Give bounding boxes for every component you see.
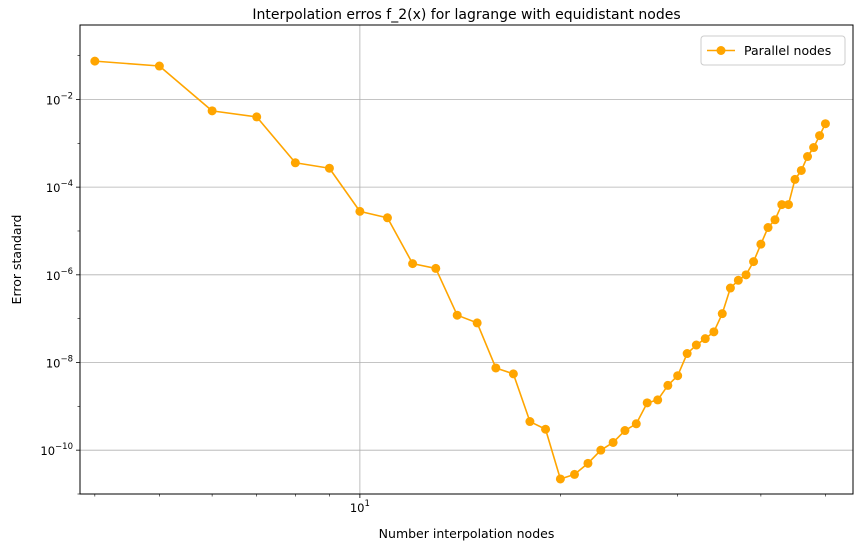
data-point (673, 371, 683, 381)
data-point (608, 437, 618, 447)
data-point (653, 395, 663, 405)
data-point (749, 257, 759, 267)
data-point (431, 263, 441, 273)
data-point (154, 61, 164, 71)
data-point (691, 340, 701, 350)
data-point (770, 215, 780, 225)
data-point (709, 327, 719, 337)
data-point (815, 131, 825, 141)
x-axis-label: Number interpolation nodes (379, 526, 555, 541)
data-point (252, 112, 262, 122)
data-point (663, 380, 673, 390)
data-point (596, 445, 606, 455)
data-point (756, 239, 766, 249)
data-point (541, 424, 551, 434)
legend-box (700, 35, 846, 66)
data-point (290, 158, 300, 168)
data-point (777, 200, 787, 210)
legend: Parallel nodes (700, 35, 846, 66)
data-point (207, 106, 217, 116)
data-point (570, 469, 579, 479)
series-layer (90, 56, 830, 484)
data-point (508, 369, 518, 379)
data-point (700, 334, 710, 344)
data-point (741, 270, 751, 280)
chart-title: Interpolation erros f_2(x) for lagrange … (252, 7, 680, 23)
data-point (820, 119, 830, 129)
data-point (682, 349, 692, 359)
data-point (583, 458, 593, 468)
legend-label: Parallel nodes (744, 43, 831, 58)
data-point (809, 143, 819, 153)
y-tick-label: 10−10 (40, 442, 73, 458)
data-point (491, 363, 501, 373)
y-tick-label: 10−2 (46, 91, 73, 107)
legend-marker-swatch (716, 46, 726, 55)
data-point (555, 474, 565, 484)
data-point (631, 419, 641, 429)
data-point (452, 310, 462, 320)
plot-area-frame (79, 24, 854, 495)
data-point (783, 200, 793, 210)
data-point (796, 165, 806, 175)
y-tick-label: 10−4 (46, 179, 73, 195)
data-point (763, 223, 773, 233)
data-point (324, 163, 334, 173)
axis-ticks: 101 10−2 10−4 10−6 10−8 10−10 (40, 55, 826, 515)
y-tick-label: 10−6 (46, 267, 73, 283)
data-point (717, 309, 727, 319)
grid (80, 25, 853, 494)
data-point (642, 398, 652, 408)
y-axis-label: Error standard (9, 215, 24, 305)
data-point (525, 417, 535, 427)
data-point (90, 56, 100, 66)
y-tick-label: 10−8 (46, 354, 73, 370)
data-point (408, 259, 418, 269)
data-point (803, 152, 813, 162)
x-tick-label: 101 (350, 499, 370, 515)
data-point (733, 275, 743, 285)
data-point (472, 318, 482, 328)
data-point (355, 206, 365, 216)
data-point (790, 174, 800, 184)
data-point (620, 426, 630, 436)
data-point (382, 213, 392, 223)
data-point (725, 283, 735, 293)
